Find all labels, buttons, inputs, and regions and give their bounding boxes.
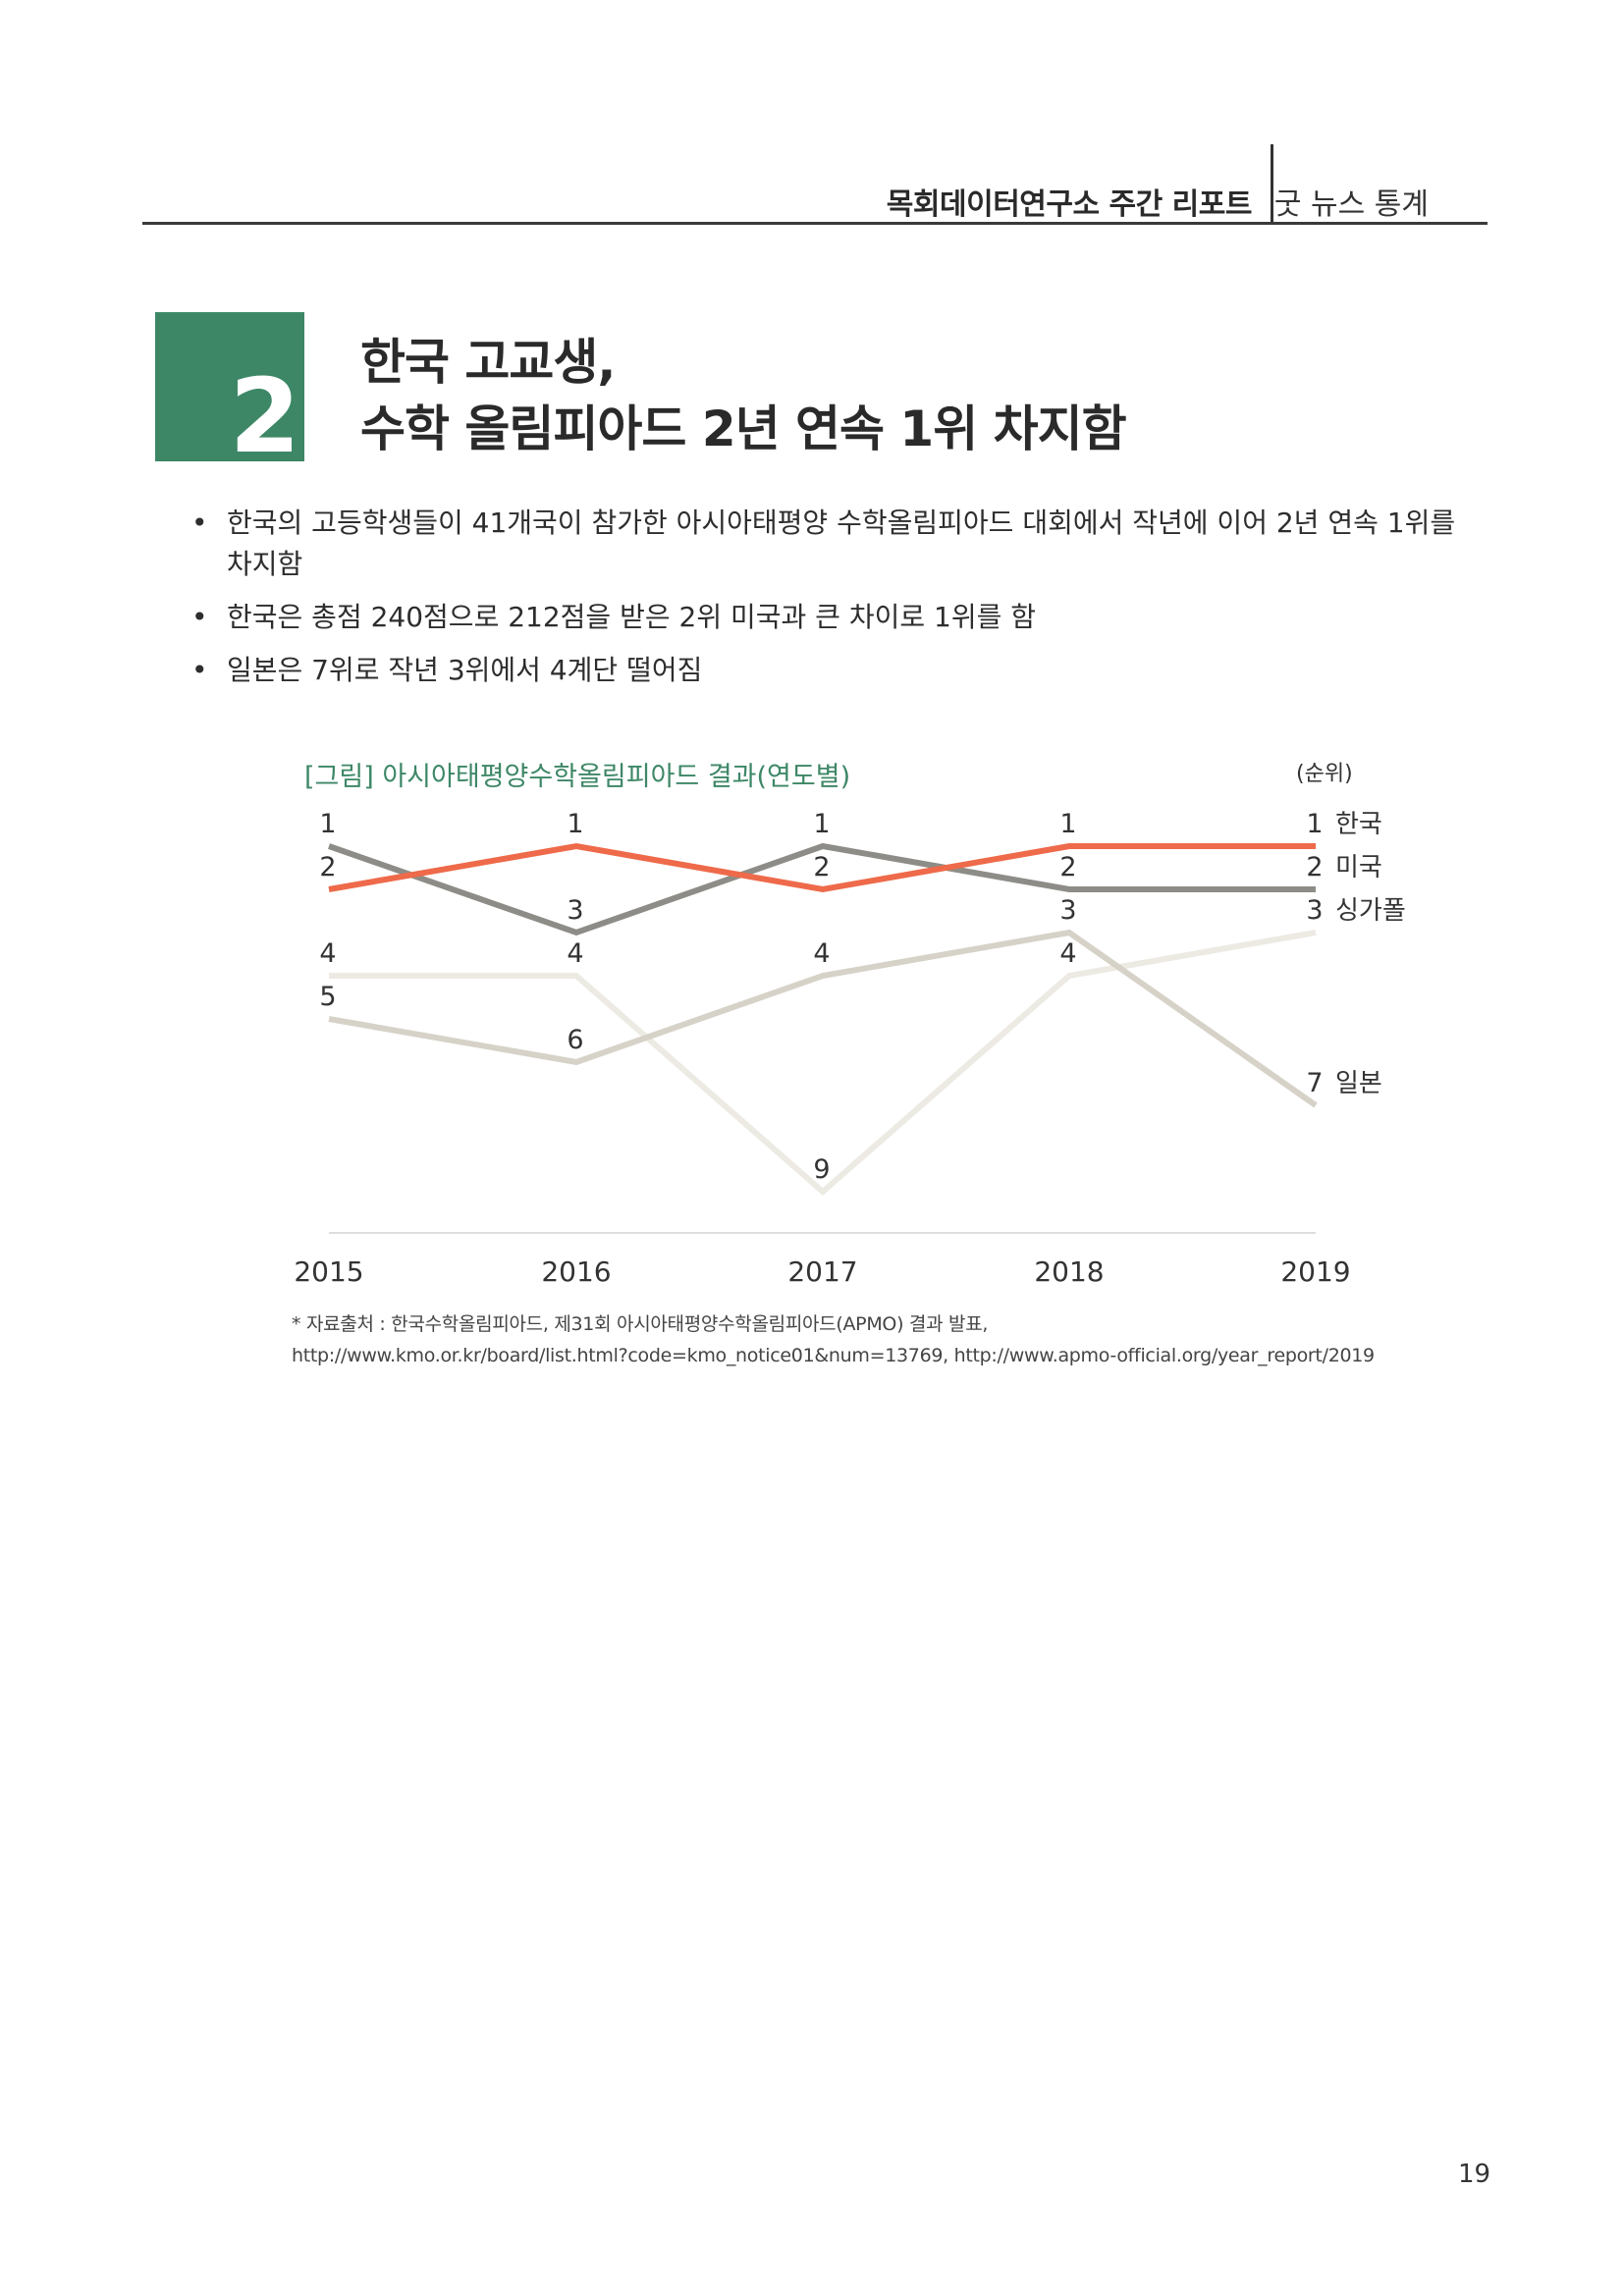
bullet-item-3: 일본은 7위로 작년 3위에서 4계단 떨어짐 <box>191 650 1488 691</box>
series-line-싱가폴 <box>329 930 1317 1196</box>
data-label-일본-2016: 6 <box>567 1025 583 1055</box>
x-tick-label-2017: 2017 <box>787 1255 857 1288</box>
bullet-list: 한국의 고등학생들이 41개국이 참가한 아시아태평양 수학올림피아드 대회에서… <box>191 503 1488 703</box>
series-name-label-미국: 미국 <box>1335 853 1382 882</box>
bullet-item-1: 한국의 고등학생들이 41개국이 참가한 아시아태평양 수학올림피아드 대회에서… <box>191 503 1488 585</box>
series-name-label-싱가폴: 싱가폴 <box>1335 896 1406 926</box>
source-note: * 자료출처 : 한국수학올림피아드, 제31회 아시아태평양수학올림피아드(A… <box>292 1308 1375 1371</box>
data-label-미국-2017: 1 <box>813 809 830 839</box>
header-divider <box>1271 144 1273 225</box>
chart-title: [그림] 아시아태평양수학올림피아드 결과(연도별) <box>304 762 850 792</box>
data-label-일본-2015: 5 <box>319 982 336 1012</box>
data-label-한국-2015: 2 <box>319 852 336 882</box>
article-title: 한국 고교생, 수학 올림피아드 2년 연속 1위 차지함 <box>360 329 1127 462</box>
data-label-싱가폴-2019: 3 <box>1306 895 1323 926</box>
source-line-2: http://www.kmo.or.kr/board/list.html?cod… <box>292 1345 1375 1366</box>
data-label-한국-2019: 1 <box>1306 809 1323 839</box>
series-name-label-한국: 한국 <box>1335 810 1382 839</box>
title-line-2: 수학 올림피아드 2년 연속 1위 차지함 <box>360 400 1127 457</box>
section-number-box: 2 <box>155 312 304 467</box>
chart-area: [그림] 아시아태평양수학올림피아드 결과(연도별) (순위) 2015 2016 20… <box>294 762 1406 1288</box>
page-header: 목회데이터연구소 주간 리포트 굿 뉴스 통계 <box>142 142 1488 225</box>
header-rule <box>142 222 1488 225</box>
x-tick-label-2016: 2016 <box>541 1255 611 1288</box>
report-title: 목회데이터연구소 주간 리포트 <box>886 187 1253 222</box>
series-line-미국 <box>328 842 1316 936</box>
title-line-1: 한국 고교생, <box>360 334 616 391</box>
data-label-한국-2018: 1 <box>1059 809 1076 839</box>
section-label: 굿 뉴스 통계 <box>1273 187 1429 222</box>
x-tick-label-2015: 2015 <box>294 1255 363 1288</box>
series-line-일본 <box>328 929 1318 1108</box>
x-tick-label-2019: 2019 <box>1280 1255 1350 1288</box>
data-label-미국-2018: 2 <box>1059 852 1076 882</box>
bullet-item-2: 한국은 총점 240점으로 212점을 받은 2위 미국과 큰 차이로 1위를 … <box>191 597 1488 638</box>
data-label-미국-2016: 3 <box>567 895 583 926</box>
source-line-1: * 자료출처 : 한국수학올림피아드, 제31회 아시아태평양수학올림피아드(A… <box>292 1313 989 1335</box>
data-label-일본-2018: 3 <box>1059 895 1076 926</box>
page-number: 19 <box>1458 2160 1491 2189</box>
data-label-일본-2019: 7 <box>1306 1068 1323 1098</box>
series-line-한국 <box>328 842 1316 893</box>
x-tick-label-2018: 2018 <box>1034 1255 1104 1288</box>
data-label-싱가폴-2018: 4 <box>1059 938 1076 969</box>
chart-unit-label: (순위) <box>1296 762 1353 786</box>
data-label-한국-2017: 2 <box>813 852 830 882</box>
data-label-미국-2015: 1 <box>319 809 336 839</box>
data-label-싱가폴-2016: 4 <box>567 938 583 969</box>
section-number: 2 <box>229 356 300 476</box>
rank-line-chart: [그림] 아시아태평양수학올림피아드 결과(연도별) (순위) 2015 2016 20… <box>294 762 1406 1288</box>
data-label-일본-2017: 4 <box>813 938 830 969</box>
data-label-싱가폴-2017: 9 <box>813 1154 830 1185</box>
series-name-label-일본: 일본 <box>1335 1069 1382 1098</box>
data-label-한국-2016: 1 <box>567 809 583 839</box>
data-label-싱가폴-2015: 4 <box>319 938 336 969</box>
data-label-미국-2019: 2 <box>1306 852 1323 882</box>
